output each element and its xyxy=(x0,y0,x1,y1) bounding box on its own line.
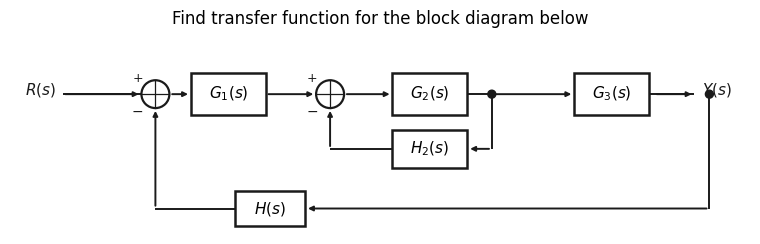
Text: $H(s)$: $H(s)$ xyxy=(255,200,287,217)
Text: $Y(s)$: $Y(s)$ xyxy=(702,81,732,99)
Bar xyxy=(392,130,467,168)
Text: $G_1(s)$: $G_1(s)$ xyxy=(208,85,248,103)
Text: −: − xyxy=(131,105,143,119)
Text: $R(s)$: $R(s)$ xyxy=(24,81,55,99)
Text: $G_2(s)$: $G_2(s)$ xyxy=(410,85,450,103)
Bar xyxy=(236,191,305,226)
Circle shape xyxy=(488,90,496,98)
Text: $G_3(s)$: $G_3(s)$ xyxy=(592,85,632,103)
Bar xyxy=(392,73,467,115)
Text: −: − xyxy=(306,105,318,119)
Bar xyxy=(574,73,649,115)
Text: Find transfer function for the block diagram below: Find transfer function for the block dia… xyxy=(172,10,588,28)
Text: +: + xyxy=(132,72,143,85)
Text: +: + xyxy=(307,72,318,85)
Text: $H_2(s)$: $H_2(s)$ xyxy=(410,140,449,158)
Bar xyxy=(191,73,266,115)
Circle shape xyxy=(705,90,714,98)
